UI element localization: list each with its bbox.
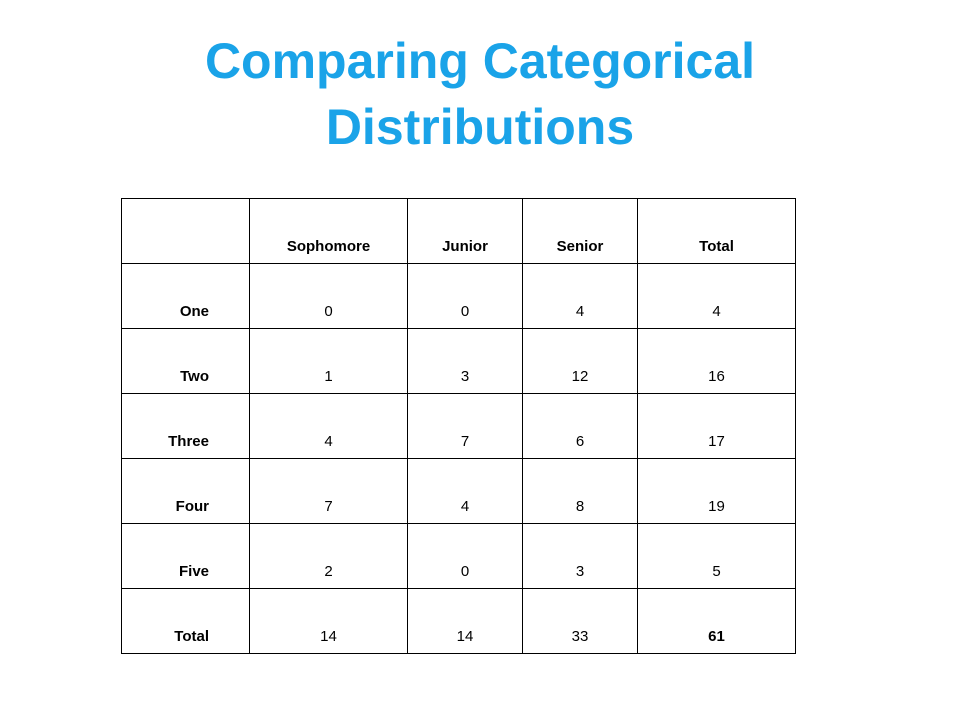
table-cell: 33: [522, 588, 638, 654]
data-table: Sophomore Junior Senior Total One 0 0 4 4 Two 1 3 1…: [121, 198, 796, 654]
row-label: Three: [121, 393, 250, 459]
table-cell: 5: [637, 523, 796, 589]
slide-title: Comparing Categorical Distributions: [204, 33, 756, 155]
table-cell: 4: [249, 393, 408, 459]
table-cell: 2: [249, 523, 408, 589]
column-header: Junior: [407, 198, 523, 264]
table-row: Five 2 0 3 5: [121, 523, 796, 589]
table-cell: 0: [249, 263, 408, 329]
table-cell: 19: [637, 458, 796, 524]
row-label: Five: [121, 523, 250, 589]
row-label: Four: [121, 458, 250, 524]
table-cell: 7: [407, 393, 523, 459]
column-header: Total: [637, 198, 796, 264]
table-cell: 4: [522, 263, 638, 329]
table-cell: 12: [522, 328, 638, 394]
table-row: Two 1 3 12 16: [121, 328, 796, 394]
row-label: Two: [121, 328, 250, 394]
column-header: Sophomore: [249, 198, 408, 264]
row-label: One: [121, 263, 250, 329]
corner-cell: [121, 198, 250, 264]
table-cell: 17: [637, 393, 796, 459]
table-cell: 7: [249, 458, 408, 524]
table-row: Total 14 14 33 61: [121, 588, 796, 654]
table-cell: 14: [249, 588, 408, 654]
table-row: Four 7 4 8 19: [121, 458, 796, 524]
table-cell: 3: [407, 328, 523, 394]
table-cell: 16: [637, 328, 796, 394]
table-cell: 1: [249, 328, 408, 394]
table-row: One 0 0 4 4: [121, 263, 796, 329]
table-cell: 0: [407, 263, 523, 329]
table-cell: 6: [522, 393, 638, 459]
row-label: Total: [121, 588, 250, 654]
table-cell: 3: [522, 523, 638, 589]
table-row: Three 4 7 6 17: [121, 393, 796, 459]
table-cell: 4: [407, 458, 523, 524]
table-cell: 4: [637, 263, 796, 329]
table-cell: 0: [407, 523, 523, 589]
table-cell: 8: [522, 458, 638, 524]
column-header: Senior: [522, 198, 638, 264]
header-row: Sophomore Junior Senior Total: [121, 198, 796, 264]
table-cell: 14: [407, 588, 523, 654]
table-cell: 61: [637, 588, 796, 654]
